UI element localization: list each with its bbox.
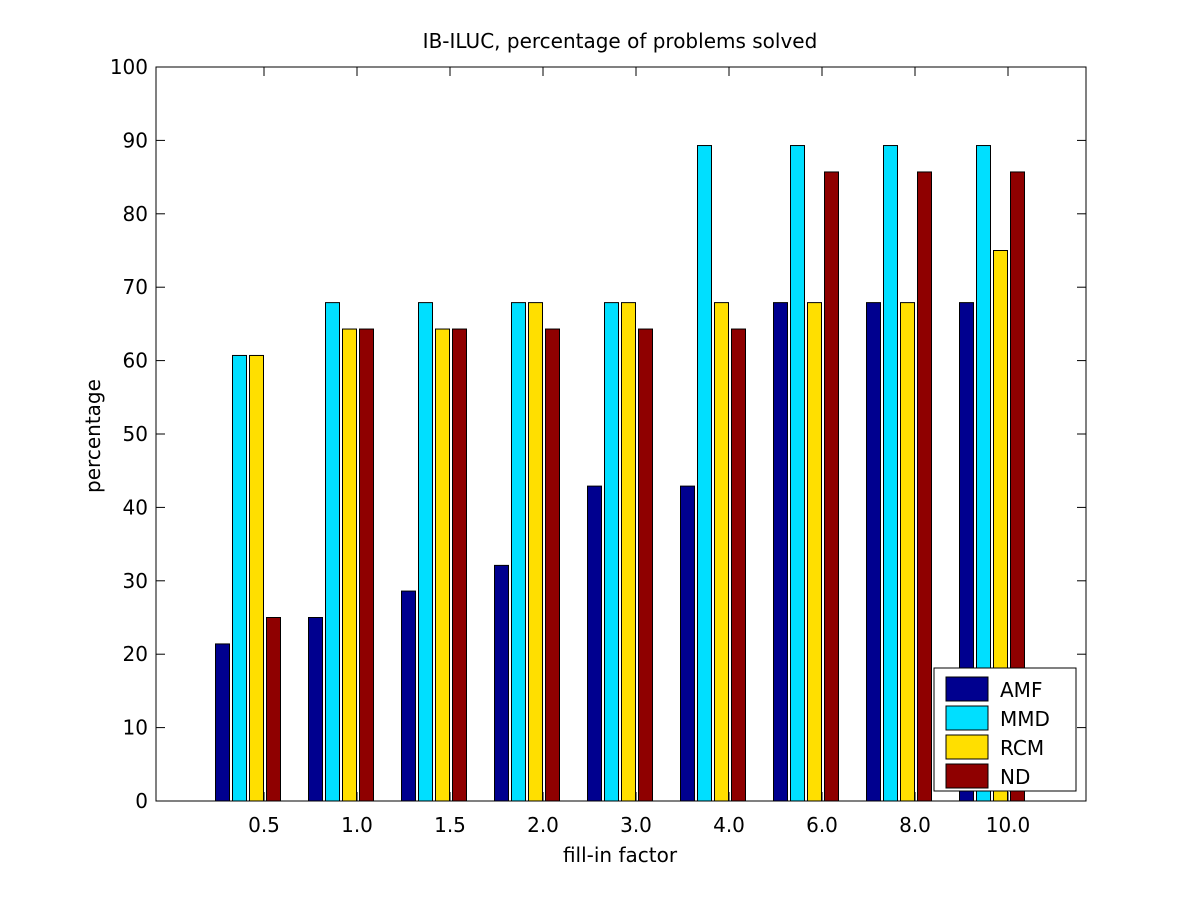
bar-amf-6.0 [773,302,788,802]
bar-mmd-8.0 [883,145,898,802]
bar-nd-1.5 [452,328,467,802]
bar-mmd-0.5 [232,354,247,802]
bar-mmd-4.0 [697,145,712,802]
y-tick-label: 60 [123,349,148,373]
y-tick-label: 70 [123,275,148,299]
y-tick-label: 100 [110,55,148,79]
bar-rcm-2.0 [528,302,543,802]
legend-swatch-rcm [945,734,989,760]
legend-label-nd: ND [1000,765,1030,789]
bar-nd-1.0 [359,328,374,802]
chart-title: IB-ILUC, percentage of problems solved [423,29,818,53]
bar-rcm-1.5 [435,328,450,802]
y-axis: 0 10 20 30 40 50 60 70 80 90 100 [110,55,1086,813]
legend-label-amf: AMF [1000,678,1042,702]
x-tick-label: 0.5 [248,813,280,837]
bar-rcm-8.0 [900,302,915,802]
bar-mmd-3.0 [604,302,619,802]
bar-rcm-0.5 [249,354,264,802]
legend-label-rcm: RCM [1000,736,1044,760]
bar-amf-3.0 [587,485,602,802]
legend-swatch-nd [945,763,989,789]
x-tick-label: 6.0 [806,813,838,837]
y-axis-label: percentage [81,379,105,493]
bar-amf-1.5 [401,590,416,802]
bar-rcm-1.0 [342,328,357,802]
x-tick-label: 4.0 [713,813,745,837]
legend: AMF MMD RCM ND [933,667,1077,792]
bar-mmd-1.5 [418,302,433,802]
bar-amf-4.0 [680,485,695,802]
x-tick-label: 1.5 [434,813,466,837]
bar-nd-2.0 [545,328,560,802]
y-tick-label: 90 [123,128,148,152]
y-tick-label: 80 [123,202,148,226]
bar-mmd-2.0 [511,302,526,802]
y-tick-label: 0 [135,789,148,813]
x-tick-label: 10.0 [986,813,1031,837]
y-tick-label: 20 [123,642,148,666]
bar-amf-2.0 [494,564,509,802]
x-tick-label: 3.0 [620,813,652,837]
x-tick-label: 2.0 [527,813,559,837]
bar-nd-4.0 [731,328,746,802]
bar-nd-0.5 [266,617,281,802]
bar-nd-6.0 [824,171,839,802]
bar-mmd-1.0 [325,302,340,802]
legend-swatch-mmd [945,705,989,731]
x-tick-label: 1.0 [341,813,373,837]
y-tick-label: 50 [123,422,148,446]
bar-amf-1.0 [308,617,323,802]
x-axis-label: fill-in factor [563,843,678,867]
bar-nd-8.0 [917,171,932,802]
y-tick-label: 10 [123,716,148,740]
bar-rcm-3.0 [621,302,636,802]
bar-mmd-6.0 [790,145,805,802]
legend-label-mmd: MMD [1000,707,1050,731]
x-tick-label: 8.0 [899,813,931,837]
y-tick-label: 40 [123,495,148,519]
bar-amf-8.0 [866,302,881,802]
bar-nd-3.0 [638,328,653,802]
bar-rcm-4.0 [714,302,729,802]
bar-amf-0.5 [215,643,230,802]
y-tick-label: 30 [123,569,148,593]
legend-swatch-amf [945,676,989,702]
bar-rcm-6.0 [807,302,822,802]
x-axis: 0.5 1.0 1.5 2.0 3.0 4.0 6.0 8.0 10.0 [248,67,1030,837]
